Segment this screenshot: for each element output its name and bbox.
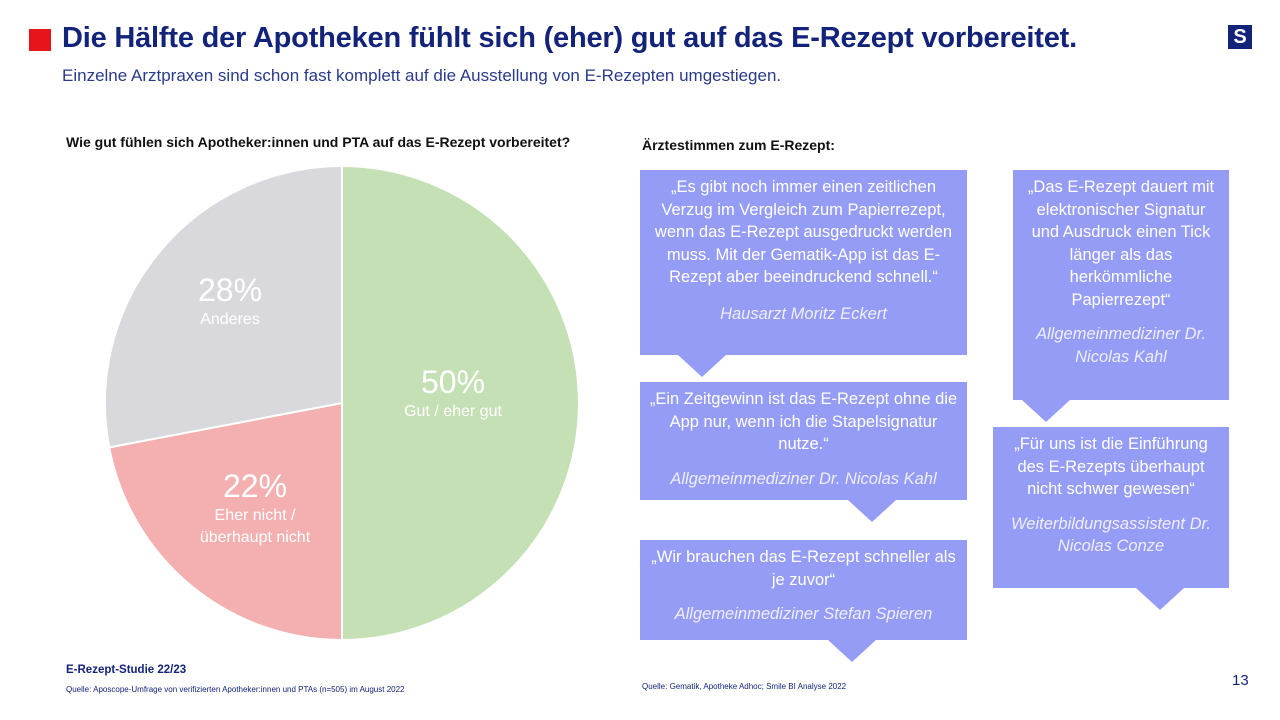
pie-slice-anderes: [104, 164, 343, 449]
source-left: Quelle: Aposcope-Umfrage von verifiziert…: [66, 685, 405, 694]
quote-pointer: [1022, 400, 1070, 422]
pie-slice-gut: [341, 164, 580, 642]
pie-chart: [104, 164, 580, 642]
slice-label-eher-nicht: 22% Eher nicht / überhaupt nicht: [199, 468, 311, 546]
source-right: Quelle: Gematik, Apotheke Adhoc; Smile B…: [642, 682, 847, 691]
quote-box: „Ein Zeitgewinn ist das E-Rezept ohne di…: [640, 382, 967, 500]
quotes-title: Ärztestimmen zum E-Rezept:: [642, 137, 835, 153]
slice-label-gut: 50% Gut / eher gut: [404, 364, 502, 420]
page-number: 13: [1232, 672, 1249, 689]
quote-box: „Für uns ist die Einführung des E-Rezept…: [993, 427, 1229, 588]
study-label: E-Rezept-Studie 22/23: [66, 664, 187, 676]
chart-title: Wie gut fühlen sich Apotheker:innen und …: [66, 134, 571, 150]
page-subtitle: Einzelne Arztpraxen sind schon fast komp…: [62, 66, 782, 85]
quote-pointer: [1136, 588, 1184, 610]
quote-box: „Es gibt noch immer einen zeitlichen Ver…: [640, 170, 967, 355]
quote-pointer: [848, 500, 896, 522]
quote-pointer: [678, 355, 726, 377]
quote-pointer: [828, 640, 876, 662]
quote-box: „Das E-Rezept dauert mit elektronischer …: [1013, 170, 1229, 400]
page-title: Die Hälfte der Apotheken fühlt sich (ehe…: [62, 22, 1077, 54]
brand-logo: S: [1228, 25, 1252, 49]
pie-slice-eher-nicht: [108, 401, 343, 642]
red-square-marker: [29, 29, 51, 51]
slice-label-anderes: 28% Anderes: [197, 272, 263, 328]
quote-box: „Wir brauchen das E-Rezept schneller als…: [640, 540, 967, 640]
